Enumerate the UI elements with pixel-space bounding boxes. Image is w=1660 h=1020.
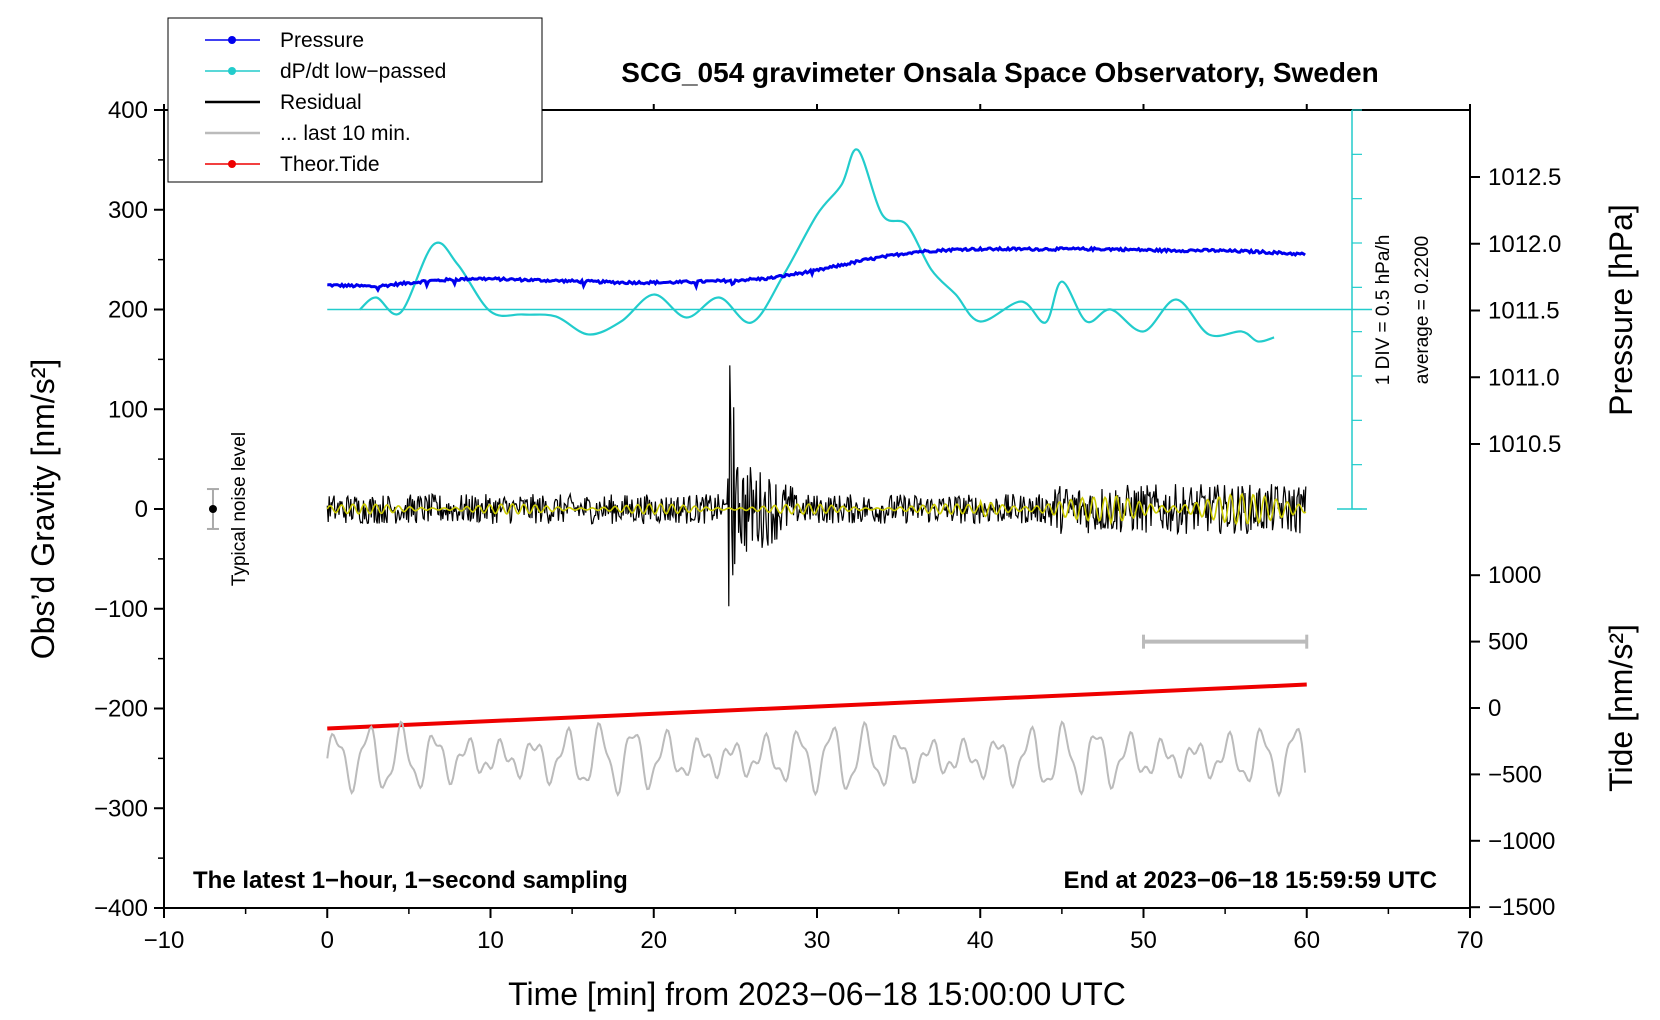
tide-tick-label: 500	[1488, 629, 1528, 656]
last10-line	[326, 720, 1307, 798]
legend-box	[167, 17, 543, 183]
tide-tick-label: 1000	[1488, 562, 1541, 589]
chart-title: SCG_054 gravimeter Onsala Space Observat…	[621, 57, 1378, 88]
noise-level-label: Typical noise level	[229, 432, 250, 586]
legend-label: Theor.Tide	[280, 153, 380, 176]
legend-label: Residual	[280, 91, 362, 114]
dpdt-line	[359, 148, 1275, 343]
dpdt-average-label: average = 0.2200	[1412, 236, 1433, 384]
residual-filtered-line	[326, 492, 1307, 526]
legend-marker	[228, 160, 236, 168]
y-tick-label: −200	[94, 696, 148, 723]
x-tick-label: 30	[804, 927, 831, 954]
legend-label: ... last 10 min.	[280, 122, 411, 145]
dpdt-scale-label: 1 DIV = 0.5 hPa/h	[1373, 235, 1394, 386]
y-tick-label: 100	[108, 396, 148, 423]
tide-tick-label: −1000	[1488, 828, 1555, 855]
x-tick-label: 10	[477, 927, 504, 954]
residual-line	[326, 365, 1307, 607]
end-time-note: End at 2023−06−18 15:59:59 UTC	[1063, 867, 1437, 894]
dpdt-scale-ruler	[1337, 109, 1367, 510]
x-tick-label: 20	[640, 927, 667, 954]
pressure-tick-label: 1011.0	[1488, 364, 1560, 391]
noise-level-marker	[206, 488, 219, 530]
y-axis-title: Obs’d Gravity [nm/s²]	[25, 359, 61, 660]
x-axis-title: Time [min] from 2023−06−18 15:00:00 UTC	[508, 976, 1126, 1012]
y-tick-label: 400	[108, 97, 148, 124]
x-tick-label: 60	[1293, 927, 1320, 954]
pressure-tick-label: 1011.5	[1488, 298, 1560, 325]
y-tick-label: −400	[94, 895, 148, 922]
noise-point	[208, 505, 217, 513]
y-tick-label: 300	[108, 197, 148, 224]
legend-label: dP/dt low−passed	[280, 60, 446, 83]
pressure-line	[327, 245, 1306, 293]
x-axis: −10 0 10 20 30 40 50 60 70	[144, 104, 1484, 954]
sampling-note: The latest 1−hour, 1−second sampling	[193, 867, 628, 894]
pressure-tick-label: 1012.0	[1488, 231, 1561, 258]
x-tick-label: 40	[967, 927, 994, 954]
y-tick-label: −300	[94, 795, 148, 822]
y-tick-label: −100	[94, 596, 148, 623]
legend-marker	[228, 67, 236, 75]
y-tick-label: 0	[135, 496, 148, 523]
y-axis-tide: −1500 −1000 −500 0 500 1000	[1470, 562, 1555, 921]
x-tick-label: 0	[321, 927, 334, 954]
y-axis-pressure: 1010.5 1011.0 1011.5 1012.0 1012.5	[1470, 164, 1561, 458]
series-group	[326, 148, 1373, 798]
legend-marker	[228, 36, 236, 44]
x-tick-label: 50	[1130, 927, 1157, 954]
legend: Pressure dP/dt low−passed Residual ... last…	[167, 17, 543, 183]
tide-axis-title: Tide [nm/s²]	[1603, 624, 1639, 792]
y-axis-left: −400 −300 −200 −100 0 100 200 300 400	[94, 97, 164, 922]
pressure-tick-label: 1010.5	[1488, 431, 1561, 458]
y-tick-label: 200	[108, 297, 148, 324]
pressure-tick-label: 1012.5	[1488, 164, 1561, 191]
legend-label: Pressure	[280, 29, 364, 52]
tide-tick-label: −500	[1488, 761, 1542, 788]
tide-tick-label: 0	[1488, 695, 1501, 722]
x-tick-label: −10	[144, 927, 185, 954]
tide-tick-label: −1500	[1488, 894, 1555, 921]
x-tick-label: 70	[1457, 927, 1484, 954]
theor-tide-line	[327, 682, 1307, 731]
pressure-axis-title: Pressure [hPa]	[1603, 204, 1639, 416]
